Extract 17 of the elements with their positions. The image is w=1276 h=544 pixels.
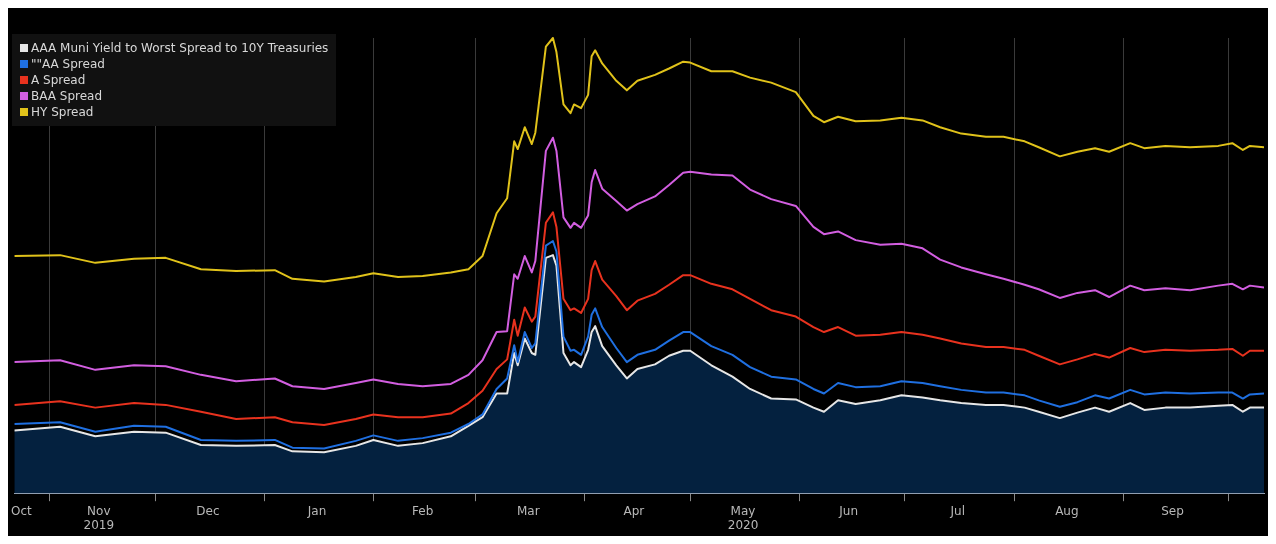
x-tick-label: Jan	[306, 503, 327, 518]
legend-label: ""AA Spread	[31, 56, 105, 72]
x-tick-label: Aug	[1055, 503, 1079, 518]
x-tick-label: Sep	[1161, 503, 1184, 518]
legend-label: HY Spread	[31, 104, 94, 120]
x-tick-label: Dec	[196, 503, 220, 518]
x-tick-label: Apr	[623, 503, 645, 518]
x-tick-label: Jun	[838, 503, 858, 518]
x-tick-label: Mar	[516, 503, 540, 518]
legend-label: A Spread	[31, 72, 86, 88]
legend-label: AAA Muni Yield to Worst Spread to 10Y Treasuries	[31, 40, 329, 56]
x-tick-label: Nov 2019	[83, 503, 115, 532]
x-tick-label: Oct	[11, 503, 33, 518]
legend-label: BAA Spread	[31, 88, 103, 104]
x-tick-label: Feb	[412, 503, 434, 518]
x-tick-label: Jul	[949, 503, 965, 518]
x-tick-label: May 2020	[727, 503, 759, 532]
